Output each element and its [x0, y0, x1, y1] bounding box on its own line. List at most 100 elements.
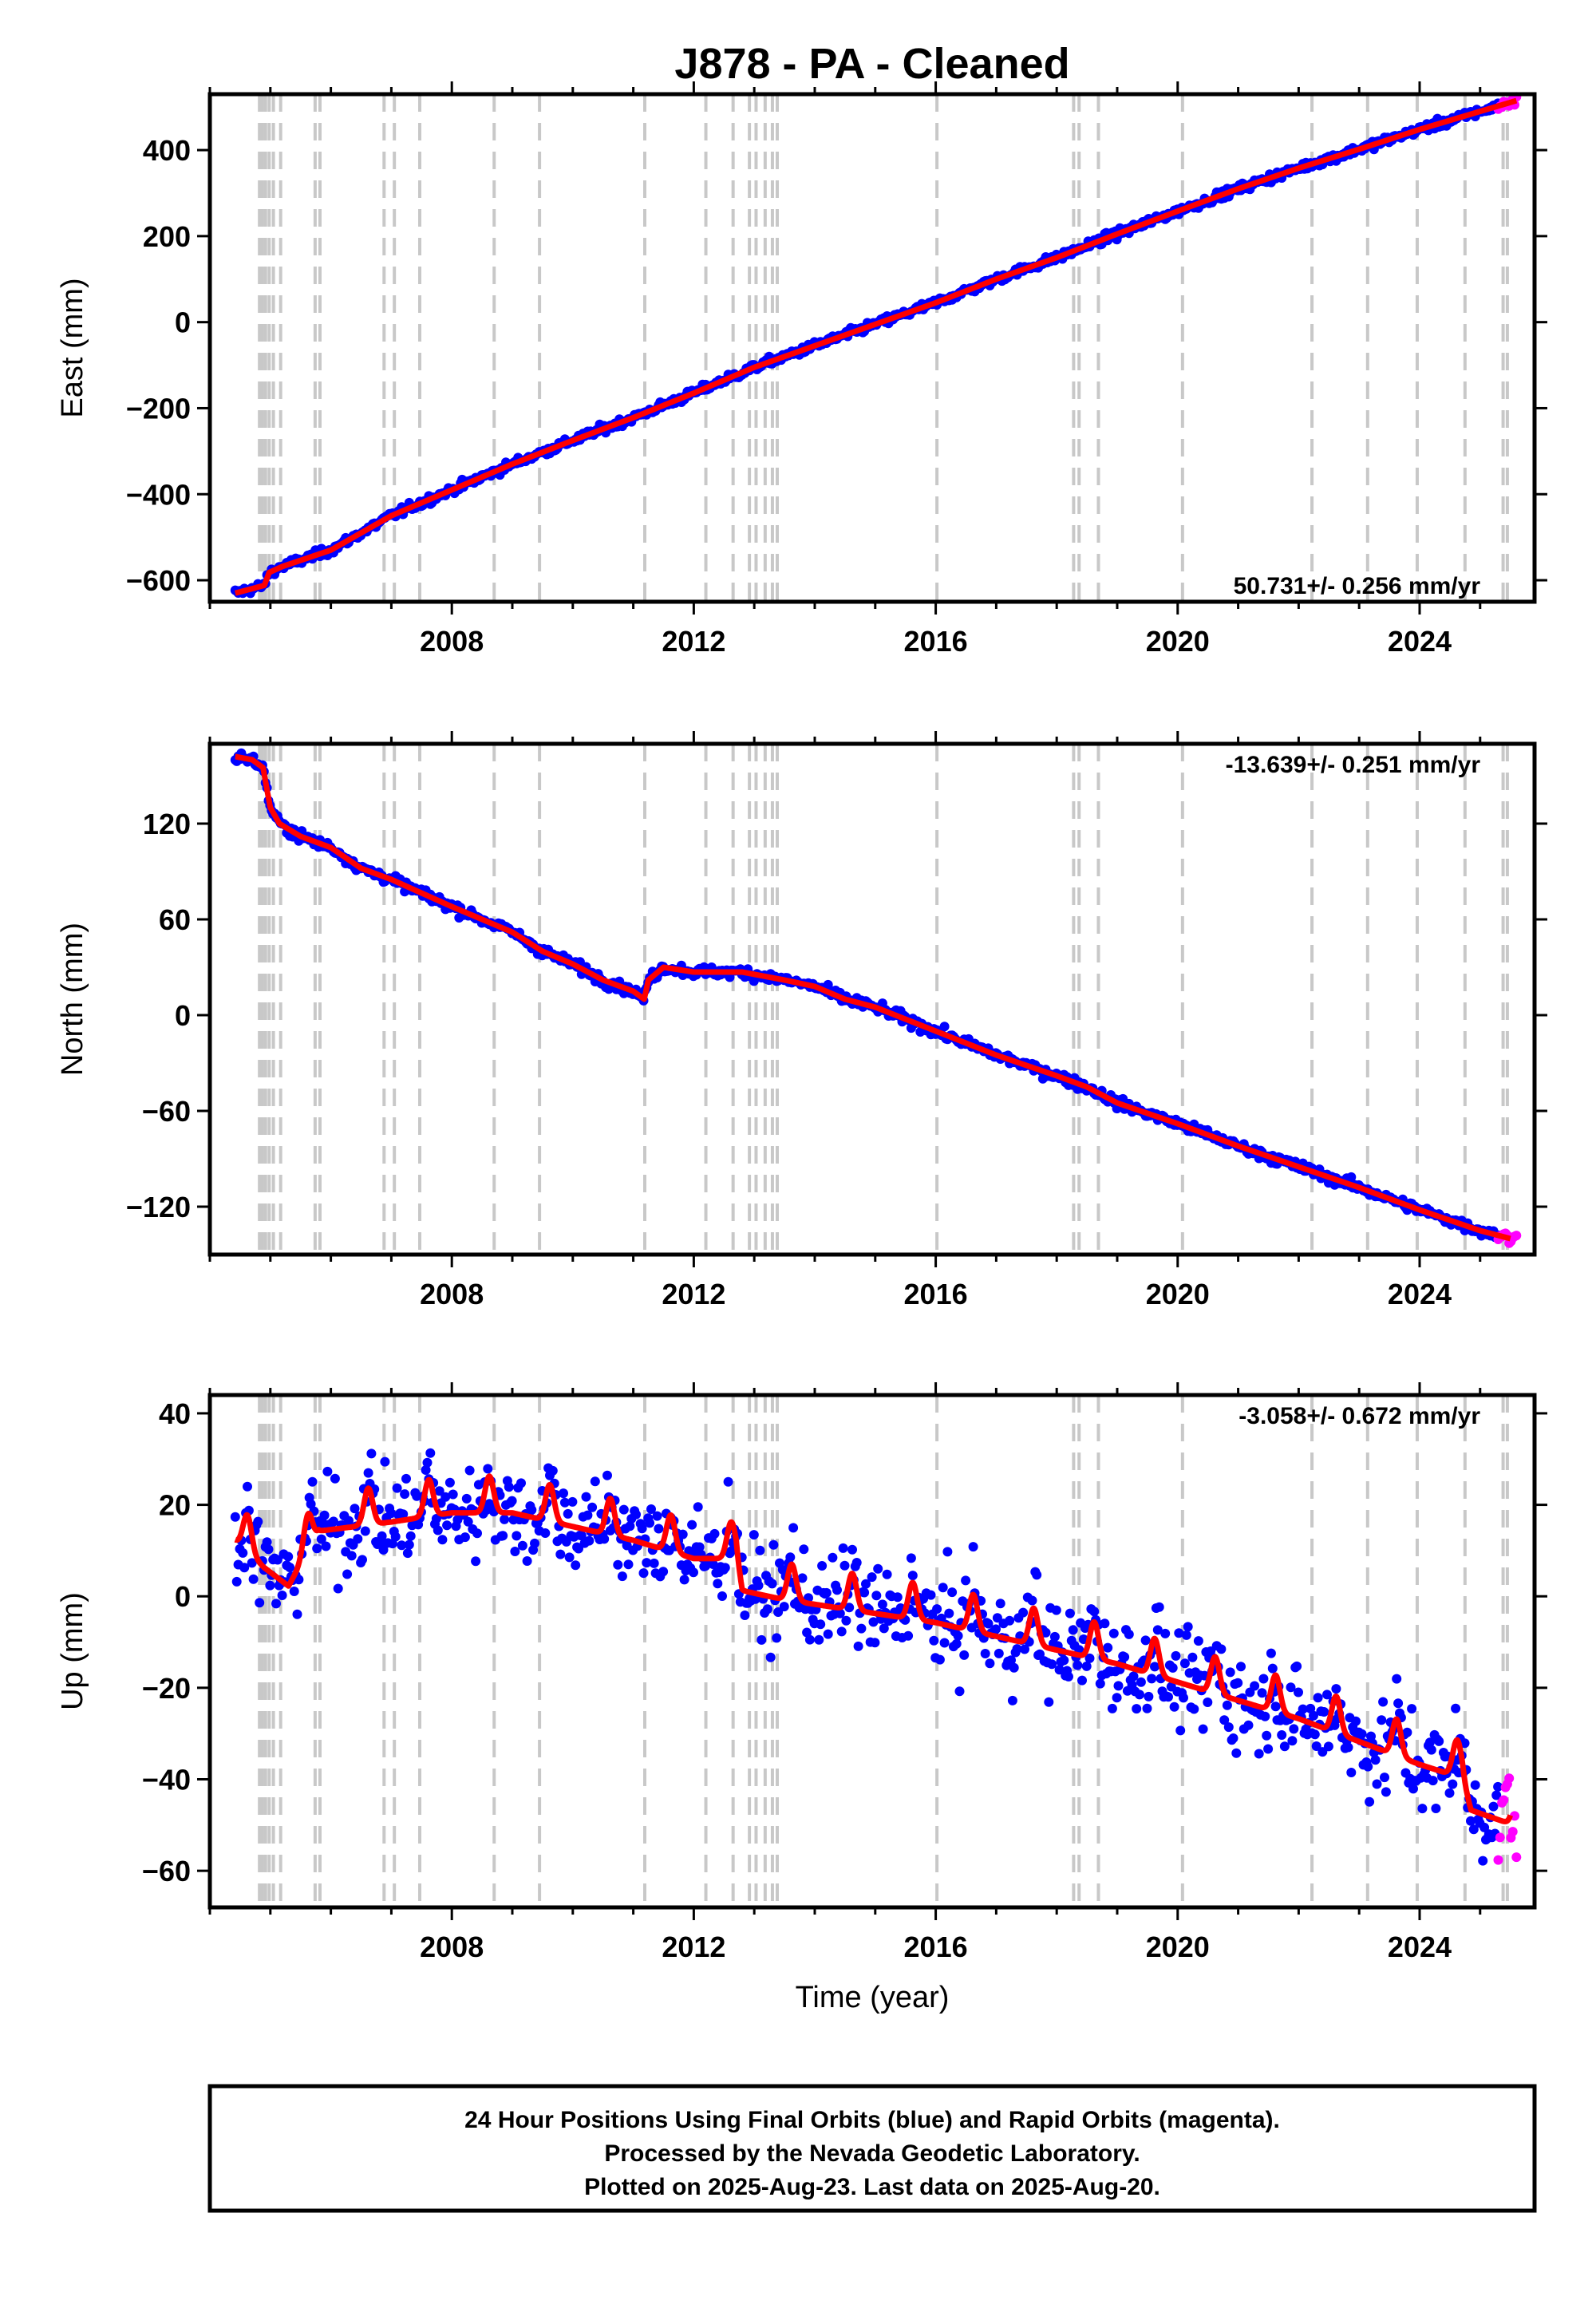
up-data-point: [1370, 1755, 1381, 1765]
north-y-axis-label: North (mm): [56, 923, 89, 1076]
up-data-point: [1005, 1615, 1015, 1626]
up-data-point: [1095, 1678, 1105, 1689]
up-data-point: [617, 1571, 627, 1582]
up-data-point: [645, 1518, 655, 1528]
up-data-point: [1434, 1736, 1444, 1746]
up-data-point: [1292, 1661, 1302, 1671]
up-data-point: [1113, 1681, 1124, 1691]
up-data-point: [779, 1602, 789, 1612]
north-model-fit-line: [233, 753, 1513, 1242]
up-data-point: [679, 1575, 689, 1585]
up-rapid-point: [1507, 1827, 1518, 1837]
up-data-point: [380, 1456, 390, 1467]
up-data-point: [437, 1535, 448, 1545]
up-data-point: [1258, 1674, 1269, 1684]
up-data-point: [321, 1541, 331, 1551]
up-data-point: [932, 1604, 942, 1614]
up-data-point: [947, 1587, 958, 1598]
info-box: 24 Hour Positions Using Final Orbits (bl…: [207, 2084, 1537, 2213]
up-data-point: [1381, 1787, 1391, 1797]
up-data-point: [755, 1545, 765, 1555]
up-data-point: [961, 1575, 971, 1586]
east-axes: [207, 92, 1537, 604]
up-y-tick-label: −60: [142, 1855, 191, 1887]
up-data-point: [272, 1555, 282, 1565]
up-data-point: [517, 1540, 527, 1551]
up-data-point: [980, 1649, 990, 1658]
up-x-tick-label: 2012: [662, 1931, 725, 1963]
east-y-tick-label: 0: [175, 306, 191, 339]
up-data-point: [1064, 1671, 1073, 1682]
north-y-tick-label: −120: [126, 1191, 191, 1223]
up-data-point: [709, 1528, 720, 1539]
up-data-point: [540, 1528, 551, 1538]
up-data-point: [1266, 1648, 1276, 1658]
up-data-point: [516, 1478, 526, 1488]
up-data-point: [283, 1551, 294, 1562]
up-data-point: [1254, 1749, 1264, 1759]
up-data-point: [757, 1634, 767, 1645]
up-data-point: [353, 1534, 363, 1544]
up-data-point: [1007, 1695, 1017, 1705]
up-data-point: [576, 1531, 587, 1541]
up-data-point: [1181, 1630, 1191, 1640]
up-y-tick-label: 40: [159, 1397, 191, 1430]
up-data-point: [1365, 1796, 1375, 1807]
info-line-1: 24 Hour Positions Using Final Orbits (bl…: [464, 2107, 1280, 2133]
up-data-point: [306, 1499, 316, 1509]
up-data-point: [853, 1641, 863, 1651]
up-data-point: [740, 1611, 750, 1620]
up-data-point: [405, 1531, 416, 1541]
east-model-line: [233, 97, 1519, 596]
up-data-point: [687, 1520, 697, 1530]
up-data-point: [307, 1476, 318, 1487]
up-data-point: [599, 1534, 610, 1544]
up-data-point: [1372, 1779, 1382, 1789]
up-data-point: [1236, 1662, 1246, 1672]
up-data-point: [507, 1496, 517, 1506]
up-data-point: [527, 1505, 537, 1515]
up-data-point: [564, 1552, 575, 1563]
up-data-point: [985, 1658, 995, 1669]
up-data-point: [1263, 1744, 1274, 1754]
up-data-point: [649, 1558, 659, 1568]
up-data-point: [929, 1635, 939, 1646]
up-y-axis-label: Up (mm): [56, 1592, 89, 1710]
north-y-tick-label: 0: [175, 999, 191, 1032]
up-data-point: [285, 1563, 295, 1572]
north-x-tick-label: 2008: [420, 1278, 484, 1310]
up-data-point: [847, 1544, 857, 1555]
up-data-point: [1167, 1662, 1178, 1673]
up-data-point: [567, 1496, 578, 1507]
up-data-point: [342, 1569, 353, 1579]
up-data-point: [1179, 1658, 1190, 1669]
up-data-point: [618, 1504, 629, 1515]
up-data-point: [1203, 1697, 1213, 1707]
up-data-point: [471, 1556, 481, 1567]
up-data-point: [1179, 1693, 1188, 1703]
up-data-point: [312, 1543, 322, 1554]
up-data-point: [398, 1509, 409, 1520]
north-x-tick-label: 2024: [1388, 1278, 1452, 1310]
up-data-point: [360, 1526, 370, 1536]
up-data-point: [1089, 1607, 1100, 1617]
up-data-point: [995, 1599, 1005, 1609]
up-data-point: [951, 1638, 962, 1649]
up-data-point: [1049, 1631, 1060, 1642]
up-data-point: [859, 1587, 870, 1598]
up-data-point: [500, 1514, 510, 1524]
up-data-point: [463, 1516, 473, 1527]
north-x-tick-label: 2016: [904, 1278, 968, 1310]
up-data-point: [1289, 1724, 1299, 1734]
up-data-point: [1147, 1674, 1157, 1684]
east-y-tick-label: −600: [126, 564, 191, 597]
up-panel: 2008 2012 2016 2020 2024 −60 −40 −20 0 20 40 Up (m…: [56, 1382, 1547, 2014]
up-data-point: [563, 1508, 573, 1519]
up-data-point: [421, 1465, 431, 1475]
up-data-point: [1270, 1701, 1281, 1712]
up-data-point: [870, 1638, 880, 1648]
north-y-tick-label: −60: [142, 1095, 191, 1128]
up-data-point: [461, 1493, 472, 1504]
up-data-point: [838, 1543, 848, 1553]
up-data-point: [1100, 1618, 1110, 1629]
